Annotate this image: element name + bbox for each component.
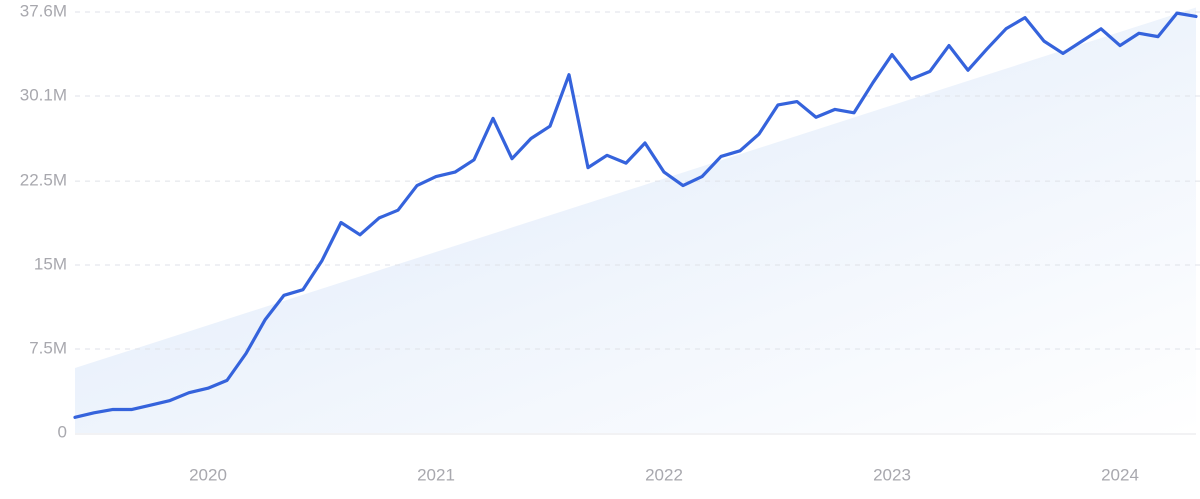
trend-area [75,7,1196,434]
y-tick-label: 37.6M [20,1,67,20]
x-tick-label: 2024 [1101,465,1139,484]
x-tick-label: 2022 [645,465,683,484]
data-line [73,11,1198,419]
x-tick-label: 2021 [417,465,455,484]
x-tick-label: 2023 [873,465,911,484]
x-tick-label: 2020 [189,465,227,484]
y-tick-label: 22.5M [20,171,67,190]
y-tick-label: 0 [58,422,67,441]
y-tick-label: 15M [34,255,67,274]
y-tick-label: 7.5M [29,339,67,358]
y-tick-label: 30.1M [20,85,67,104]
